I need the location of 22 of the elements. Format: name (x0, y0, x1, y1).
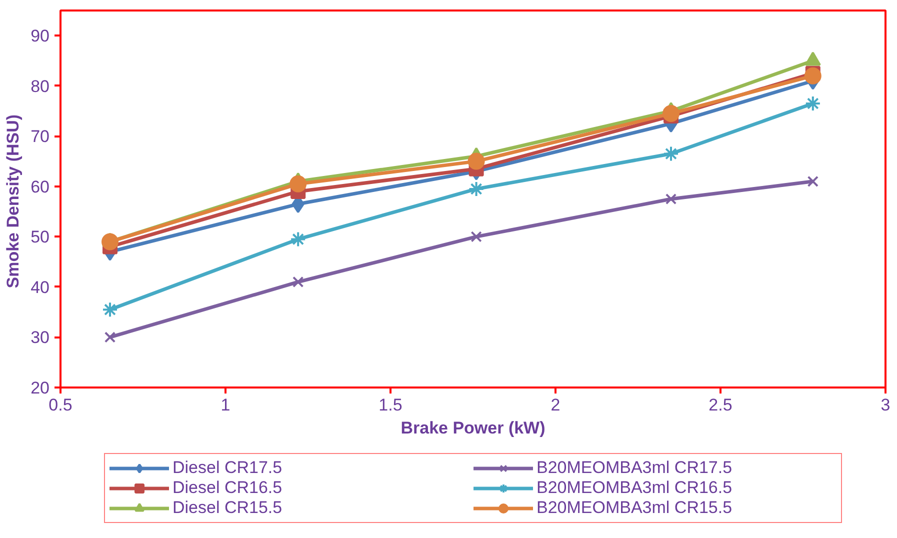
y-axis-title: Smoke Density (HSU) (4, 114, 23, 288)
legend-label: B20MEOMBA3ml CR17.5 (536, 458, 734, 478)
y-tick-label: 80 (30, 76, 50, 96)
legend-label: Diesel CR16.5 (172, 478, 284, 498)
legend-label: B20MEOMBA3ml CR15.5 (536, 498, 734, 518)
y-tick-label: 50 (30, 228, 50, 247)
x-tick-label: 2 (550, 396, 560, 414)
y-tick-label: 60 (30, 177, 50, 196)
x-tick-label: 1 (220, 396, 230, 414)
legend-label: Diesel CR17.5 (172, 458, 284, 478)
legend-label: Diesel CR15.5 (172, 498, 284, 518)
x-tick-label: 2.5 (708, 396, 732, 414)
legend-label: B20MEOMBA3ml CR16.5 (536, 478, 734, 498)
y-tick-label: 70 (30, 127, 50, 146)
y-tick-label: 40 (30, 278, 50, 297)
x-tick-label: 1.5 (378, 396, 402, 414)
y-tick-label: 30 (30, 328, 50, 348)
x-tick-label: 3 (880, 396, 890, 414)
y-tick-label: 90 (30, 26, 50, 46)
y-tick-label: 20 (30, 378, 50, 398)
x-axis-title: Brake Power (kW) (400, 418, 546, 438)
x-tick-label: 0.5 (48, 396, 72, 414)
